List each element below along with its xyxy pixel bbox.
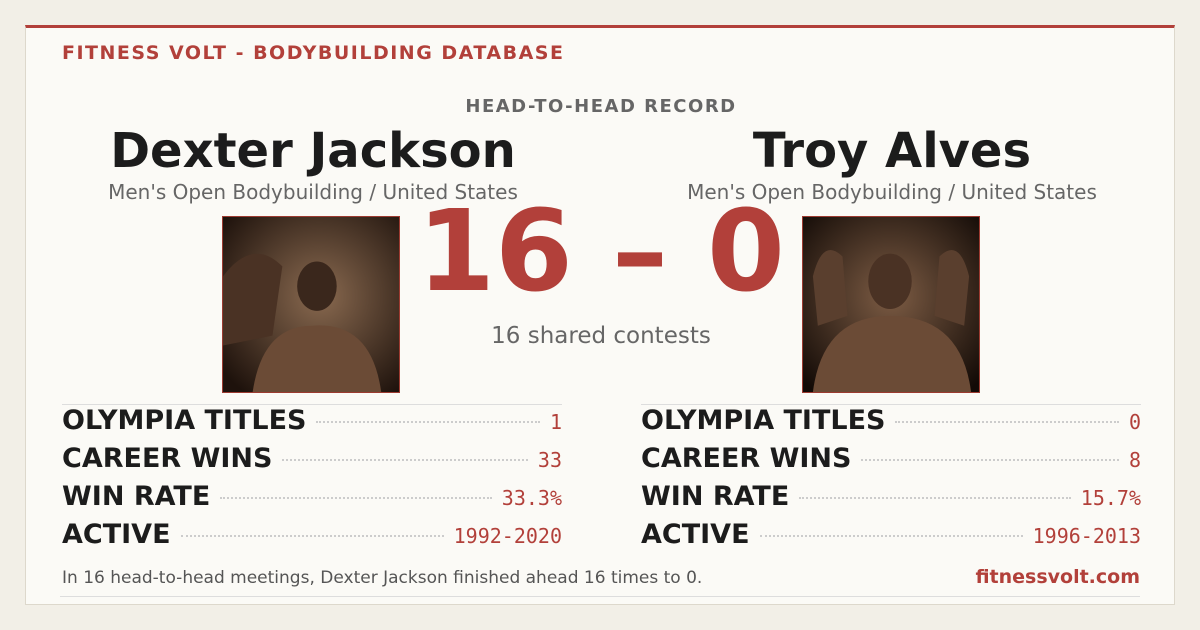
score-separator: – <box>611 187 668 317</box>
stat-row: WIN RATE 33.3% <box>62 481 562 519</box>
subtitle: HEAD-TO-HEAD RECORD <box>465 96 737 117</box>
player-name: Dexter Jackson <box>110 123 516 179</box>
stat-label: ACTIVE <box>641 519 750 550</box>
stat-value: 1992-2020 <box>453 524 562 548</box>
brand: FITNESS VOLT - BODYBUILDING DATABASE <box>62 42 565 64</box>
player-photo <box>222 216 400 393</box>
leader <box>220 497 492 499</box>
stat-row: CAREER WINS 33 <box>62 443 562 481</box>
stat-row: OLYMPIA TITLES 1 <box>62 405 562 443</box>
stat-value: 33.3% <box>501 486 562 510</box>
leader <box>282 459 528 461</box>
stat-label: CAREER WINS <box>641 443 852 474</box>
stat-row: ACTIVE 1996-2013 <box>641 519 1141 557</box>
stats: OLYMPIA TITLES 1 CAREER WINS 33 WIN RATE 33.3… <box>62 404 562 557</box>
site-link[interactable]: fitnessvolt.com <box>975 566 1140 588</box>
player-division: Men's Open Bodybuilding / United States <box>108 180 518 204</box>
stat-value: 1 <box>549 410 562 434</box>
player-division: Men's Open Bodybuilding / United States <box>687 180 1097 204</box>
score-left: 16 <box>417 187 573 317</box>
leader <box>895 421 1119 423</box>
stat-row: ACTIVE 1992-2020 <box>62 519 562 557</box>
leader <box>759 535 1023 537</box>
rule <box>60 596 1140 597</box>
stat-label: WIN RATE <box>641 481 790 512</box>
stat-label: WIN RATE <box>62 481 211 512</box>
score-right: 0 <box>706 187 785 317</box>
footer-summary: In 16 head-to-head meetings, Dexter Jack… <box>62 568 703 588</box>
leader <box>799 497 1071 499</box>
stat-value: 8 <box>1128 448 1141 472</box>
player-name: Troy Alves <box>752 123 1032 179</box>
stat-label: ACTIVE <box>62 519 171 550</box>
card: FITNESS VOLT - BODYBUILDING DATABASE HEA… <box>25 25 1175 605</box>
stat-value: 1996-2013 <box>1032 524 1141 548</box>
stat-value: 33 <box>537 448 562 472</box>
stat-label: OLYMPIA TITLES <box>641 405 886 436</box>
stat-row: WIN RATE 15.7% <box>641 481 1141 519</box>
leader <box>180 535 444 537</box>
stat-value: 0 <box>1128 410 1141 434</box>
stat-label: OLYMPIA TITLES <box>62 405 307 436</box>
score: 16 – 0 <box>326 196 876 308</box>
player-photo <box>802 216 980 393</box>
stat-value: 15.7% <box>1080 486 1141 510</box>
leader <box>861 459 1119 461</box>
stats: OLYMPIA TITLES 0 CAREER WINS 8 WIN RATE 15.7%… <box>641 404 1141 557</box>
score-caption: 16 shared contests <box>491 323 711 349</box>
leader <box>316 421 540 423</box>
stat-row: CAREER WINS 8 <box>641 443 1141 481</box>
stat-row: OLYMPIA TITLES 0 <box>641 405 1141 443</box>
stat-label: CAREER WINS <box>62 443 273 474</box>
